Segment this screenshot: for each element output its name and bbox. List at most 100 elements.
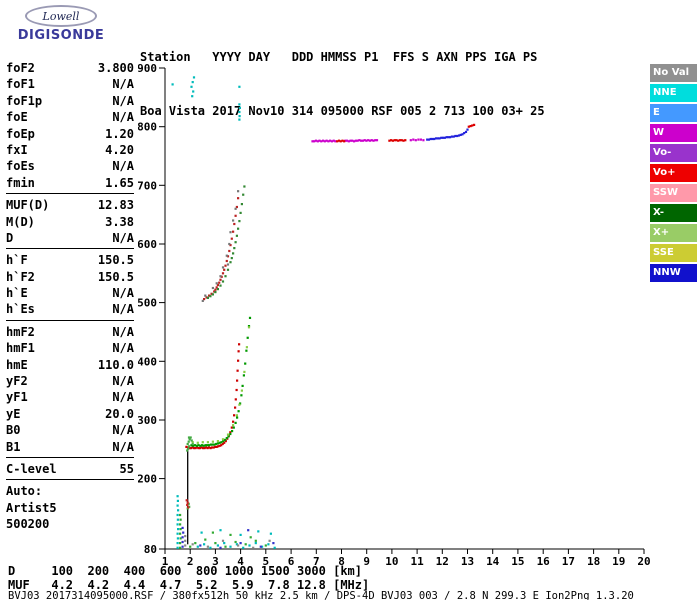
param-value: N/A (112, 93, 134, 108)
x-tick-label: 4 (237, 555, 244, 568)
lowell-digisonde-logo: Lowell DIGISONDE (8, 5, 114, 43)
param-value: N/A (112, 286, 134, 301)
param-row-b0: B0 N/A (6, 422, 134, 438)
param-label: D (6, 230, 14, 245)
series-bottom-noise-nnw (181, 526, 275, 549)
param-label: Auto: (6, 484, 43, 499)
param-row-he: h`E N/A (6, 285, 134, 301)
param-label: hmF1 (6, 341, 35, 356)
series-second-hop-scatter (201, 190, 240, 302)
x-tick-label: 14 (486, 555, 500, 568)
param-label: yF2 (6, 374, 28, 389)
series-second-hop-x (206, 185, 246, 299)
x-tick-label: 2 (187, 555, 194, 568)
param-label: C-level (6, 461, 57, 476)
param-row-hmf1: hmF1 N/A (6, 340, 134, 356)
legend-item-x: X+ (650, 224, 697, 242)
param-row-fof1p: foF1p N/A (6, 93, 134, 109)
logo-lowell-text: Lowell (42, 9, 80, 23)
param-label: h`F2 (6, 269, 35, 284)
param-row-md: M(D) 3.38 (6, 214, 134, 230)
param-label: Artist5 (6, 500, 57, 515)
logo-digisonde-text: DIGISONDE (17, 28, 105, 43)
param-row-yf2: yF2 N/A (6, 373, 134, 389)
param-row-hf: h`F 150.5 (6, 252, 134, 268)
x-tick-label: 12 (436, 555, 449, 568)
logo-oval: Lowell (25, 5, 97, 27)
param-value: N/A (112, 390, 134, 405)
param-value: N/A (112, 439, 134, 454)
param-row-b1: B1 N/A (6, 439, 134, 455)
param-value: N/A (112, 374, 134, 389)
param-value: N/A (112, 341, 134, 356)
param-separator (6, 319, 134, 321)
param-label: yE (6, 406, 21, 421)
muf-distance-table: D 100 200 400 600 800 1000 1500 3000 [km… (8, 564, 369, 592)
param-value: 110.0 (97, 357, 134, 372)
param-row-hes: h`Es N/A (6, 301, 134, 317)
series-bottom-noise-nne (176, 495, 276, 549)
x-tick-label: 6 (288, 555, 295, 568)
param-row-mufd: MUF(D) 12.83 (6, 197, 134, 213)
series-spread-trace-nnw (426, 128, 469, 141)
color-legend: No Val NNE E W Vo- Vo+ SSW X- X+ SSE NNW (650, 64, 697, 284)
param-value: 150.5 (97, 269, 134, 284)
param-label: B1 (6, 439, 21, 454)
param-label: h`E (6, 286, 28, 301)
y-tick-label: 700 (138, 179, 157, 192)
y-tick-label: 400 (138, 355, 157, 368)
series-top-scatter-nne (171, 76, 241, 121)
x-tick-label: 9 (363, 555, 370, 568)
series-spread-trace-w (311, 138, 425, 143)
param-value: N/A (112, 324, 134, 339)
legend-item-vo: Vo- (650, 144, 697, 162)
param-label: h`F (6, 253, 28, 268)
param-label: hmF2 (6, 324, 35, 339)
param-row-yf1: yF1 N/A (6, 389, 134, 405)
x-tick-label: 7 (313, 555, 320, 568)
param-label: 500200 (6, 517, 50, 532)
x-tick-label: 20 (637, 555, 650, 568)
param-value: N/A (112, 423, 134, 438)
param-label: B0 (6, 423, 21, 438)
x-tick-label: 17 (562, 555, 575, 568)
param-value: N/A (112, 110, 134, 125)
param-separator (6, 456, 134, 458)
param-row-ye: yE 20.0 (6, 406, 134, 422)
param-value: 1.20 (105, 126, 134, 141)
param-value: N/A (112, 159, 134, 174)
param-row-foe: foE N/A (6, 109, 134, 125)
x-tick-label: 1 (162, 555, 169, 568)
legend-item-nnw: NNW (650, 264, 697, 282)
param-row-foes: foEs N/A (6, 158, 134, 174)
param-label: yF1 (6, 390, 28, 405)
series-f-trace-x-outer (191, 326, 251, 444)
param-value: 55 (119, 461, 134, 476)
legend-item-noval: No Val (650, 64, 697, 82)
x-tick-label: 5 (262, 555, 269, 568)
series-e-region-cluster (185, 499, 190, 509)
series-second-hop-o (203, 197, 240, 301)
param-value: N/A (112, 77, 134, 92)
param-row-hmf2: hmF2 N/A (6, 324, 134, 340)
x-tick-label: 13 (461, 555, 474, 568)
y-tick-label: 300 (138, 414, 157, 427)
param-label: h`Es (6, 302, 35, 317)
param-row-d: D N/A (6, 230, 134, 246)
legend-item-x: X- (650, 204, 697, 222)
param-row-foep: foEp 1.20 (6, 126, 134, 142)
x-tick-label: 11 (410, 555, 424, 568)
param-value: N/A (112, 230, 134, 245)
param-row-fof1: foF1 N/A (6, 76, 134, 92)
param-label: MUF(D) (6, 198, 50, 213)
param-row-hf2: h`F2 150.5 (6, 269, 134, 285)
param-row-artist5: Artist5 (6, 500, 134, 516)
legend-item-vo: Vo+ (650, 164, 697, 182)
param-value: 3.38 (105, 214, 134, 229)
station-header-values: Boa Vista 2017 Nov10 314 095000 RSF 005 … (140, 104, 545, 118)
table-row-d: D 100 200 400 600 800 1000 1500 3000 [km… (8, 564, 363, 578)
param-row-fmin: fmin 1.65 (6, 175, 134, 191)
series-bottom-noise-x (179, 513, 267, 549)
param-row-500200: 500200 (6, 516, 134, 532)
